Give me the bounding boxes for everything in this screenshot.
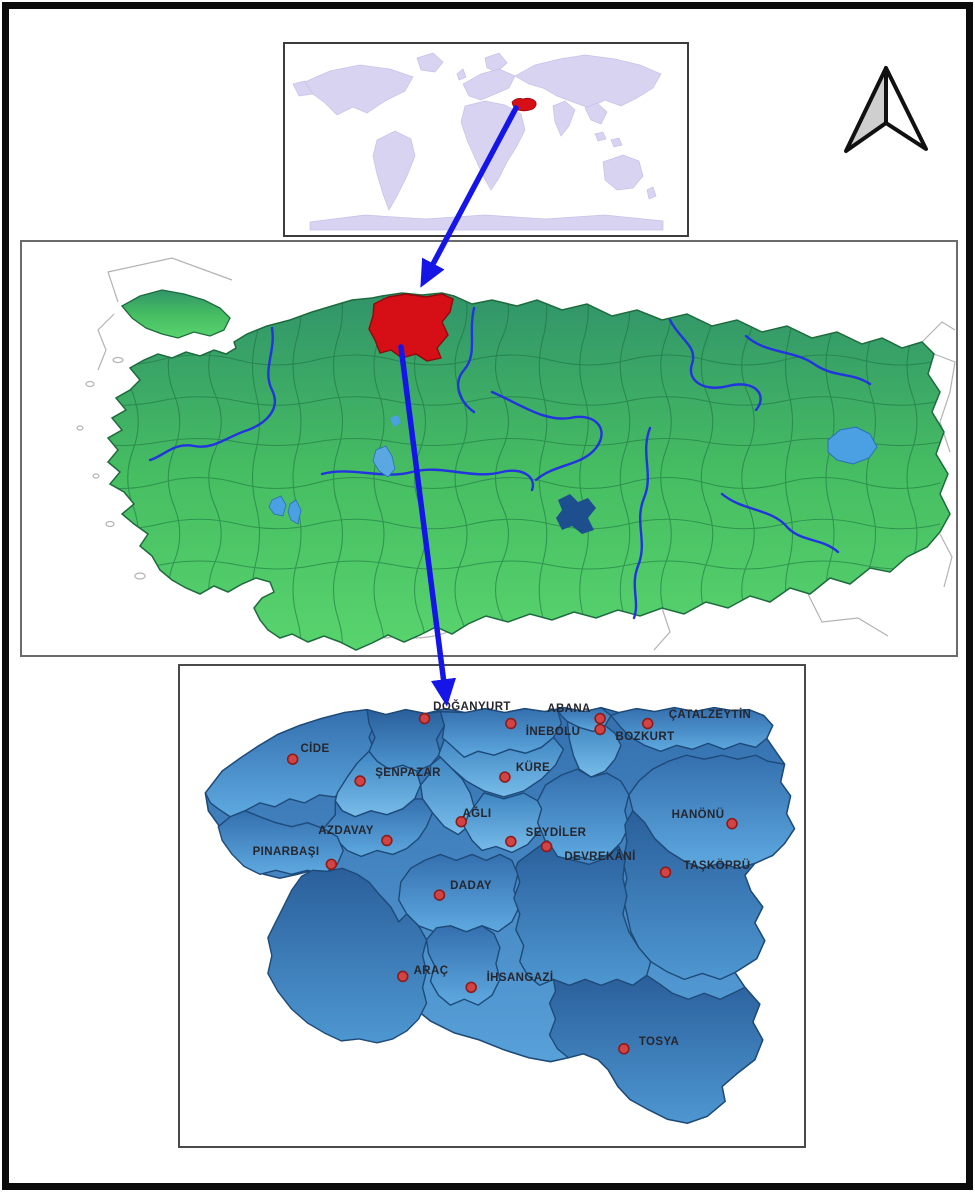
district-dot-devrek-ni- — [540, 840, 553, 853]
district-label-i-hsangazi-: İHSANGAZİ — [486, 972, 554, 984]
district-dot-seydi-ler — [505, 835, 517, 848]
district-dot-tosya — [618, 1043, 630, 1055]
world-map-panel — [283, 42, 689, 237]
district-labels: CİDE DOĞANYURT ABANA ÇATALZEYTİN İNEBOLU BOZK… — [180, 666, 808, 1150]
district-shape-arac — [267, 867, 428, 1044]
province-map — [204, 706, 796, 1125]
district-dot-ta-k-pr- — [659, 866, 672, 879]
district-dot-i-nebolu — [505, 717, 517, 730]
district-shape-azdavay — [322, 798, 434, 858]
district-shape-seydiler — [463, 792, 547, 854]
district-shape-ihsangazi — [425, 925, 501, 1006]
district-label-daday: DADAY — [450, 880, 492, 892]
district-dot--enpazar — [354, 775, 366, 787]
district-shape-agli — [419, 756, 475, 836]
district-shapes — [204, 706, 796, 1124]
district-dot-a-li — [455, 815, 468, 828]
district-dot-bozkurt — [594, 723, 606, 736]
district-shape-bozkurt — [566, 720, 622, 778]
country-map-panel — [20, 240, 958, 657]
world-turkey-highlight — [511, 97, 537, 112]
lakes — [268, 415, 878, 534]
district-dots — [286, 712, 738, 1055]
district-label-devrek-ni-: DEVREKÂNİ — [564, 851, 636, 863]
district-dot-daday — [433, 889, 446, 901]
district-label-ci-de: CİDE — [300, 743, 330, 755]
district-shape-kure — [437, 736, 565, 798]
district-label-ara-: ARAÇ — [413, 965, 449, 977]
district-label--enpazar: ŞENPAZAR — [375, 767, 441, 779]
district-label-i-nebolu: İNEBOLU — [525, 726, 581, 738]
country-mainland — [107, 292, 951, 651]
district-shape-tosya — [548, 974, 764, 1124]
district-shape-pinarbasi — [217, 810, 344, 875]
province-map-panel: CİDE DOĞANYURT ABANA ÇATALZEYTİN İNEBOLU BOZK… — [178, 664, 806, 1148]
district-label-han-n-: HANÖNÜ — [671, 809, 725, 821]
country-thrace — [120, 289, 231, 339]
district-label--atalzeyti-n: ÇATALZEYTİN — [668, 709, 752, 721]
district-label-azdavay: AZDAVAY — [318, 825, 374, 837]
district-dot--atalzeyti-n — [641, 717, 654, 730]
district-shape-catalzeytin — [610, 706, 774, 752]
district-dot-abana — [594, 712, 606, 725]
district-shape-devrekani — [536, 768, 630, 862]
district-label-k-re: KÜRE — [515, 762, 551, 774]
district-dot-pinarba-i — [325, 858, 338, 871]
district-label-bozkurt: BOZKURT — [615, 731, 675, 743]
district-label-a-li: AĞLI — [462, 808, 492, 820]
district-label-pinarba-i: PINARBAŞI — [252, 846, 320, 858]
world-map — [292, 52, 664, 231]
world-continents — [292, 52, 664, 231]
district-dot-i-hsangazi- — [465, 981, 477, 994]
district-label-ta-k-pr-: TAŞKÖPRÜ — [683, 860, 751, 872]
north-arrow-icon — [844, 66, 928, 153]
district-label-abana: ABANA — [547, 703, 591, 715]
district-dot-do-anyurt — [418, 712, 431, 725]
district-dot-han-n- — [726, 817, 738, 830]
district-dot-ci-de — [286, 753, 299, 765]
district-label-tosya: TOSYA — [638, 1036, 680, 1048]
district-dot-k-re — [499, 771, 511, 783]
country-map — [76, 257, 956, 651]
district-dot-ara- — [396, 970, 409, 983]
district-dot-azdavay — [381, 834, 393, 847]
district-label-seydi-ler: SEYDİLER — [525, 827, 587, 839]
district-label-do-anyurt: DOĞANYURT — [433, 701, 511, 713]
